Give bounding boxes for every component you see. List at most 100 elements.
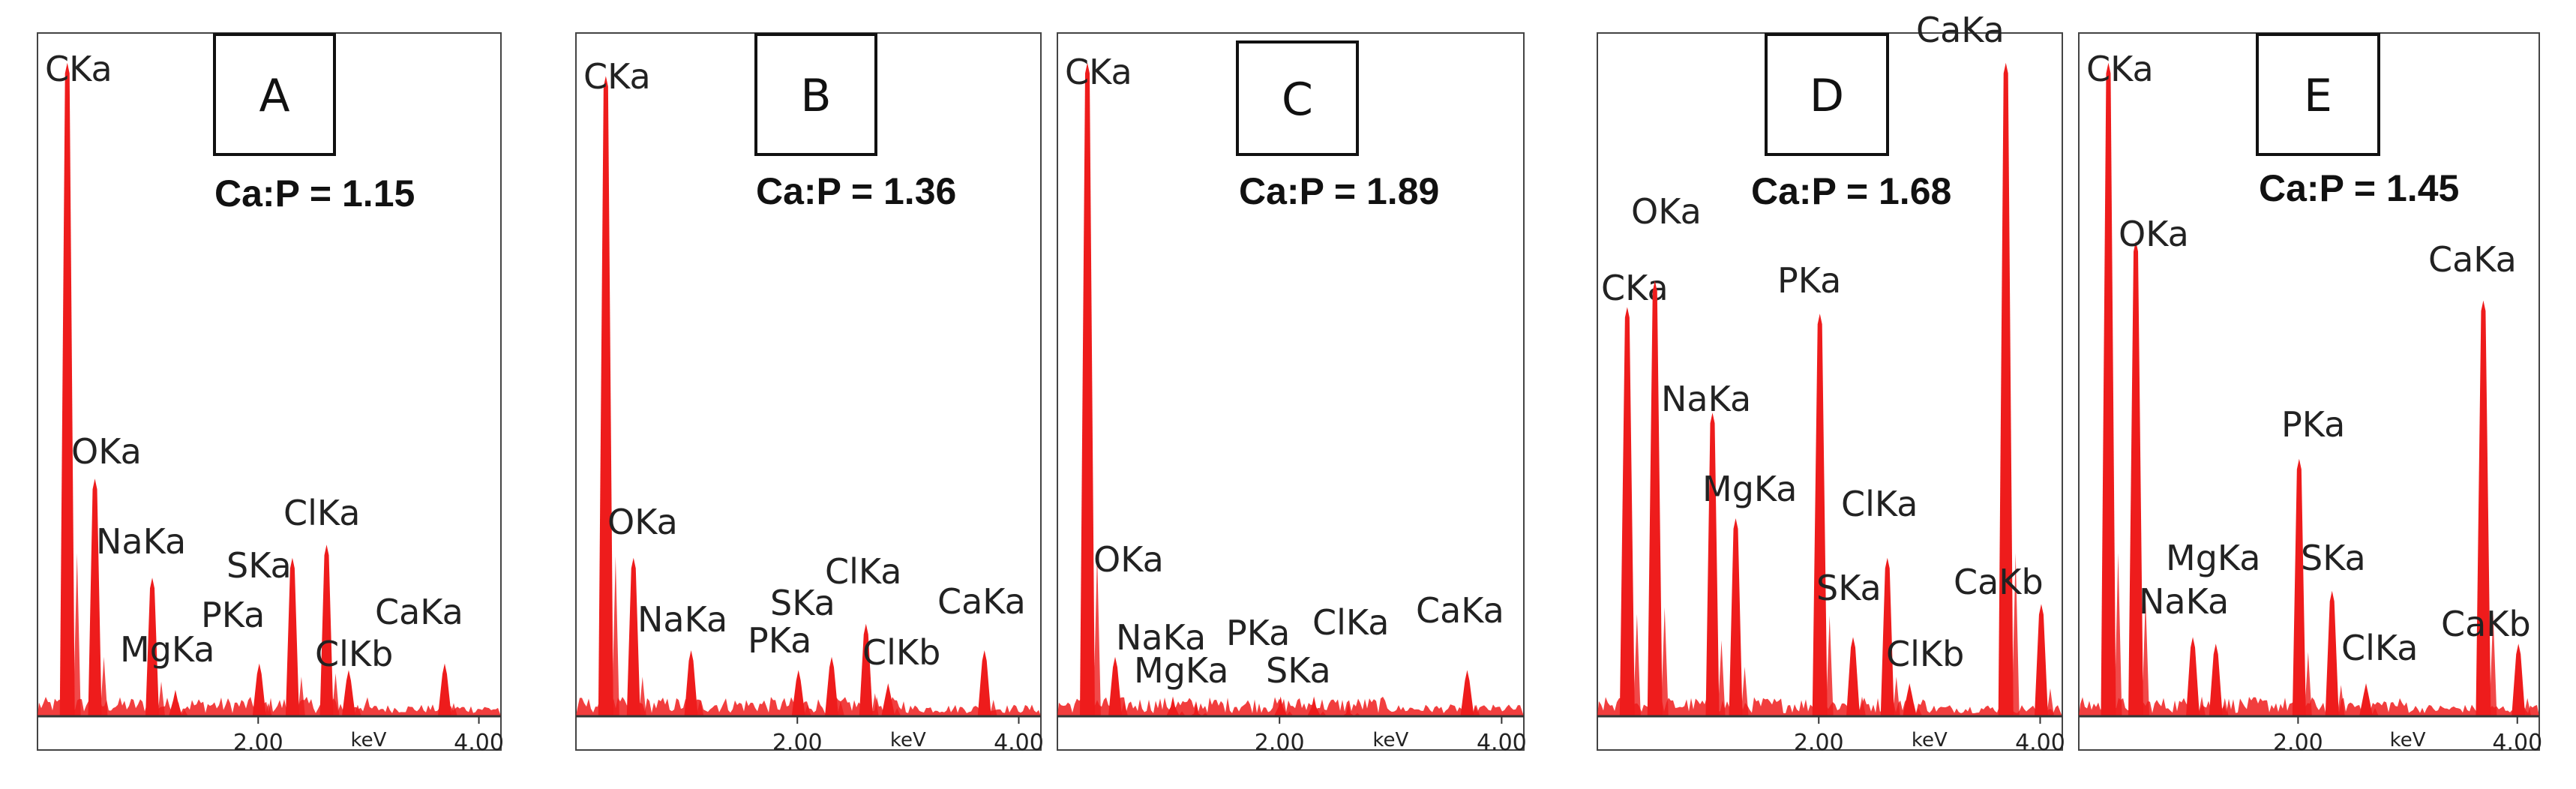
- peak-shoulder: [696, 700, 704, 716]
- peak-label-oka: OKa: [1631, 191, 1702, 232]
- peak-shoulder: [73, 553, 81, 716]
- peak-clkb: [881, 683, 895, 716]
- x-axis-unit: keV: [2390, 729, 2426, 752]
- peak-shoulder: [2046, 688, 2054, 716]
- peak-cka: [1079, 62, 1095, 717]
- peak-label-oka: OKa: [1093, 539, 1164, 580]
- peak-cka: [59, 62, 75, 717]
- peak-shoulder: [2337, 685, 2345, 716]
- peak-shoulder: [1892, 676, 1900, 716]
- peak-pka: [1273, 696, 1288, 716]
- peak-shoulder: [264, 703, 272, 716]
- peak-shoulder: [871, 693, 879, 716]
- panel-letter: C: [1282, 74, 1313, 126]
- peak-label-pka: PKa: [1777, 260, 1841, 301]
- peak-shoulder: [638, 676, 646, 716]
- peak-label-clkb: ClKb: [862, 632, 940, 673]
- peak-label-naka: NaKa: [1116, 617, 1206, 658]
- peak-oka: [626, 557, 640, 716]
- x-tick-label: 2.00: [2273, 730, 2323, 756]
- ca-p-ratio: Ca:P = 1.68: [1751, 170, 1951, 212]
- peak-shoulder: [1319, 711, 1327, 716]
- panel-letter-box: [754, 33, 877, 156]
- peak-label-mgka: MgKa: [1134, 650, 1228, 691]
- peak-shoulder: [1858, 696, 1866, 716]
- x-tick-label: 2.00: [233, 730, 283, 756]
- peak-clka: [319, 544, 334, 716]
- peak-label-cakb: CaKb: [1954, 562, 2044, 602]
- peak-shoulder: [1120, 701, 1129, 716]
- peak-naka: [684, 650, 698, 716]
- peak-ska: [285, 557, 299, 716]
- peak-shoulder: [353, 704, 361, 716]
- x-tick-label: 2.00: [772, 730, 823, 756]
- x-tick-label: 4.00: [2492, 730, 2542, 756]
- peak-shoulder: [1093, 553, 1101, 716]
- peak-caka: [977, 650, 991, 716]
- peak-label-caka: CaKa: [2428, 239, 2517, 280]
- panel-letter: A: [259, 70, 289, 122]
- peak-label-clka: ClKa: [825, 551, 901, 592]
- peak-shoulder: [893, 708, 901, 716]
- ca-p-ratio: Ca:P = 1.15: [214, 172, 415, 214]
- peak-shoulder: [331, 673, 340, 716]
- peak-shoulder: [449, 703, 457, 716]
- peak-oka: [1647, 280, 1663, 716]
- peak-label-cka: CKa: [583, 56, 651, 97]
- peak-cka: [598, 76, 613, 716]
- ca-p-ratio: Ca:P = 1.36: [756, 170, 956, 212]
- x-axis-unit: keV: [890, 729, 926, 752]
- peak-shoulder: [1717, 640, 1726, 716]
- peak-pka: [1812, 314, 1828, 716]
- peak-label-clka: ClKa: [1841, 484, 1918, 524]
- panel-letter: D: [1810, 70, 1844, 122]
- peak-cka: [1619, 307, 1635, 716]
- peak-label-ska: SKa: [770, 583, 835, 623]
- peak-shoulder: [611, 556, 619, 716]
- peak-label-ska: SKa: [226, 545, 292, 586]
- peak-shoulder: [1472, 704, 1480, 716]
- peak-ska: [2325, 590, 2339, 716]
- peak-oka: [88, 478, 102, 716]
- peak-label-oka: OKa: [71, 431, 142, 472]
- peak-caka: [2476, 300, 2491, 717]
- peak-label-caka: CaKa: [1916, 10, 2005, 50]
- peak-label-ska: SKa: [2301, 538, 2366, 578]
- peak-shoulder: [1915, 708, 1923, 716]
- peak-shoulder: [837, 701, 844, 716]
- x-axis-unit: keV: [1912, 729, 1948, 752]
- peak-label-pka: PKa: [201, 595, 265, 635]
- peak-label-cka: CKa: [1601, 268, 1669, 308]
- peak-label-mgka: MgKa: [1702, 469, 1797, 509]
- peak-label-naka: NaKa: [1661, 379, 1751, 419]
- peak-mgka: [1189, 703, 1204, 716]
- peak-shoulder: [180, 710, 188, 716]
- peak-ska: [1846, 637, 1860, 716]
- peak-shoulder: [2198, 696, 2206, 716]
- panel-letter-box: [1765, 33, 1889, 156]
- peak-ska: [1307, 696, 1321, 716]
- panel-d: CKa OKa NaKa MgKa PKa SKa ClKa ClKb CaKa CaKb 2.00…: [1597, 10, 2065, 756]
- peak-oka: [1108, 656, 1123, 716]
- peak-shoulder: [803, 704, 811, 716]
- peak-cka: [2101, 62, 2116, 717]
- peak-shoulder: [100, 656, 108, 716]
- x-tick-label: 4.00: [2015, 730, 2065, 756]
- peak-label-clka: ClKa: [1312, 602, 1389, 643]
- peak-shoulder: [1178, 711, 1186, 716]
- peak-label-clkb: ClKb: [315, 634, 393, 674]
- peak-label-pka: PKa: [1226, 613, 1290, 653]
- panel-letter: B: [800, 70, 831, 122]
- peak-label-mgka: MgKa: [2166, 538, 2260, 578]
- peak-caka: [1460, 670, 1474, 716]
- peak-shoulder: [1741, 667, 1749, 716]
- peak-shoulder: [2371, 708, 2380, 716]
- peak-shoulder: [989, 700, 997, 716]
- peak-clka: [859, 623, 873, 716]
- peak-mgka: [168, 689, 182, 716]
- peak-pka: [791, 670, 805, 716]
- peak-shoulder: [1825, 615, 1834, 716]
